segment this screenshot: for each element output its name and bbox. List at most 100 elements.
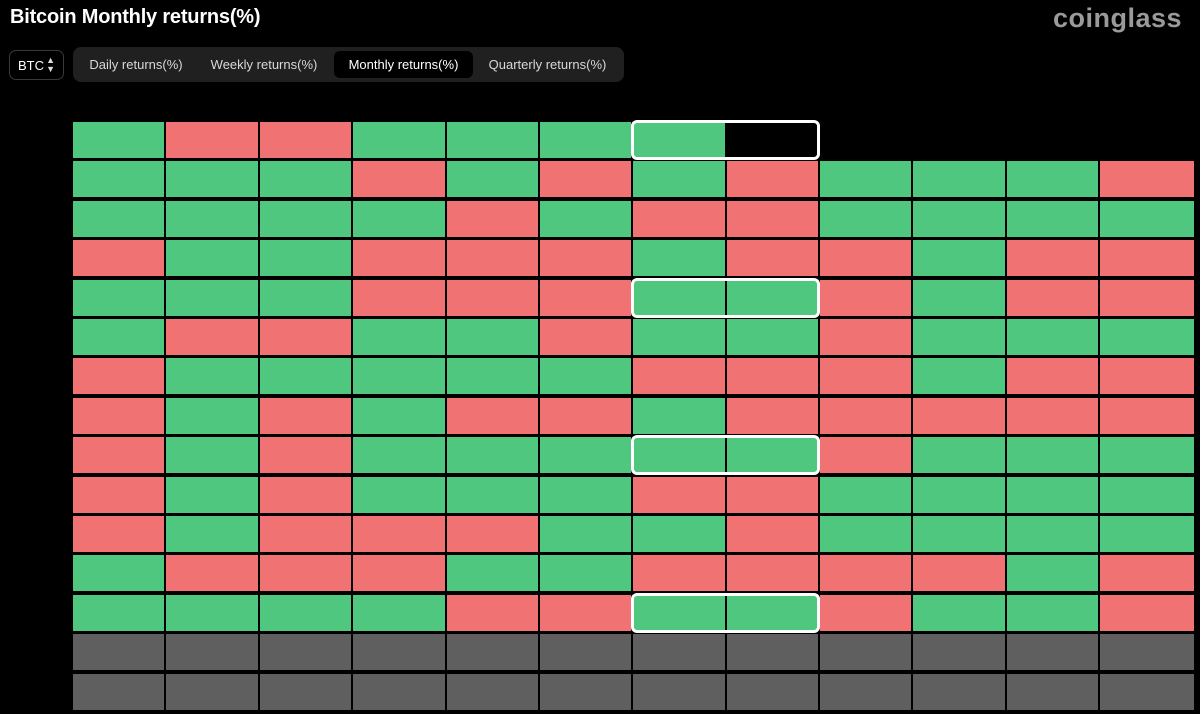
return-cell — [633, 122, 725, 158]
return-cell — [1007, 398, 1098, 434]
return-cell — [353, 555, 445, 591]
month-header-december — [1100, 86, 1194, 118]
return-cell — [913, 240, 1005, 276]
return-cell — [1007, 516, 1098, 552]
return-cell — [166, 280, 258, 316]
page-title: Bitcoin Monthly returns(%) — [10, 6, 261, 28]
return-cell — [633, 516, 725, 552]
return-cell — [540, 477, 631, 513]
return-cell — [1007, 595, 1098, 631]
tab-daily-returns[interactable]: Daily returns(%) — [89, 57, 183, 72]
return-cell — [447, 555, 538, 591]
tab-quarterly-returns[interactable]: Quarterly returns(%) — [488, 57, 607, 72]
return-cell — [913, 437, 1005, 473]
return-cell — [447, 280, 538, 316]
return-cell — [633, 319, 725, 355]
return-cell — [260, 398, 351, 434]
return-cell — [73, 477, 164, 513]
summary-cell — [447, 634, 538, 670]
return-cell — [73, 280, 164, 316]
return-cell — [1100, 595, 1194, 631]
return-cell — [166, 595, 258, 631]
return-cell — [727, 516, 818, 552]
return-cell — [260, 280, 351, 316]
return-cell — [260, 201, 351, 237]
return-cell — [1007, 358, 1098, 394]
return-cell — [1100, 358, 1194, 394]
return-cell — [913, 595, 1005, 631]
tab-weekly-returns[interactable]: Weekly returns(%) — [210, 57, 318, 72]
return-cell — [727, 280, 818, 316]
return-cell — [727, 161, 818, 197]
return-cell — [727, 358, 818, 394]
month-header-september — [820, 86, 911, 118]
return-cell — [913, 477, 1005, 513]
highlight-box — [631, 593, 820, 633]
year-label — [0, 280, 82, 316]
return-cell — [540, 240, 631, 276]
return-cell — [260, 595, 351, 631]
year-label — [0, 437, 82, 473]
return-cell — [353, 358, 445, 394]
return-cell — [73, 595, 164, 631]
return-cell — [633, 595, 725, 631]
return-cell — [540, 398, 631, 434]
tab-monthly-returns[interactable]: Monthly returns(%) — [334, 51, 473, 78]
return-cell — [913, 161, 1005, 197]
year-label — [0, 555, 82, 591]
return-cell — [1100, 398, 1194, 434]
summary-cell — [73, 674, 164, 710]
return-cell — [633, 240, 725, 276]
month-header-march — [260, 86, 351, 118]
return-cell — [1007, 240, 1098, 276]
return-cell — [447, 437, 538, 473]
return-cell — [540, 122, 631, 158]
return-cell — [727, 201, 818, 237]
time-column-header — [0, 86, 82, 118]
return-cell — [447, 477, 538, 513]
return-cell — [260, 122, 351, 158]
summary-label — [0, 674, 82, 710]
return-cell — [1100, 437, 1194, 473]
return-cell — [73, 161, 164, 197]
return-cell — [633, 201, 725, 237]
current-month-cell — [727, 122, 818, 158]
return-cell — [260, 516, 351, 552]
return-cell — [540, 555, 631, 591]
year-label — [0, 477, 82, 513]
summary-cell — [540, 634, 631, 670]
return-cell — [727, 319, 818, 355]
return-cell — [540, 358, 631, 394]
summary-cell — [727, 674, 818, 710]
return-cell — [166, 319, 258, 355]
year-label — [0, 319, 82, 355]
year-label — [0, 358, 82, 394]
year-label — [0, 201, 82, 237]
return-cell — [73, 319, 164, 355]
return-cell — [913, 516, 1005, 552]
month-header-july — [633, 86, 725, 118]
summary-cell — [1100, 674, 1194, 710]
return-cell — [353, 477, 445, 513]
return-cell — [353, 437, 445, 473]
return-cell — [820, 161, 911, 197]
returns-tab-bar: Daily returns(%) Weekly returns(%) Month… — [73, 47, 624, 82]
return-cell — [260, 161, 351, 197]
return-cell — [1007, 319, 1098, 355]
return-cell — [166, 201, 258, 237]
summary-cell — [447, 674, 538, 710]
return-cell — [913, 358, 1005, 394]
return-cell — [820, 595, 911, 631]
month-header-february — [166, 86, 258, 118]
month-header-april — [353, 86, 445, 118]
summary-cell — [1100, 634, 1194, 670]
return-cell — [820, 358, 911, 394]
return-cell — [447, 319, 538, 355]
return-cell — [166, 240, 258, 276]
return-cell — [73, 516, 164, 552]
return-cell — [820, 477, 911, 513]
return-cell — [1007, 437, 1098, 473]
summary-cell — [353, 674, 445, 710]
coin-selector[interactable]: BTC ▲ ▼ — [9, 50, 64, 80]
return-cell — [353, 161, 445, 197]
